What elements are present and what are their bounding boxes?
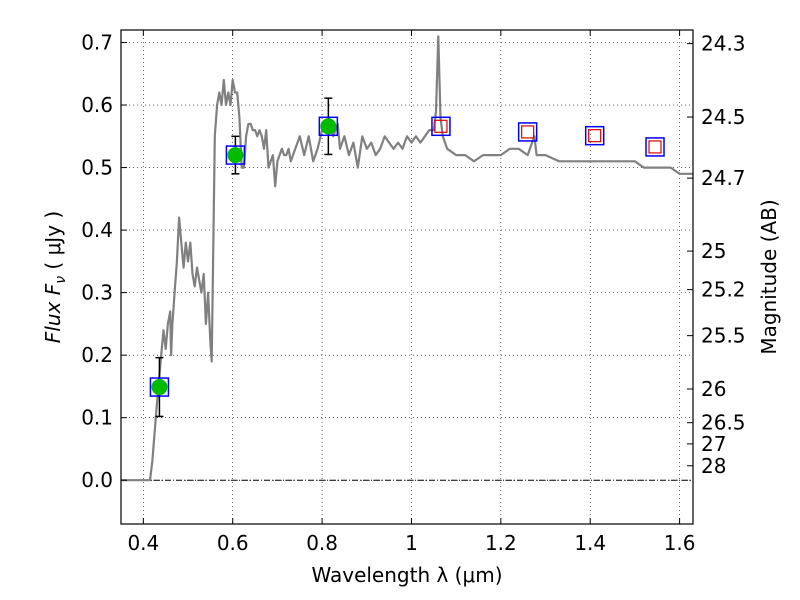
y-tick-label: 0.3 [81,281,113,305]
x-tick-label: 1.4 [574,531,606,555]
y2-tick-label: 24.5 [701,105,746,129]
model-flux-marker [521,125,535,139]
model-box-marker [584,125,605,146]
observed-flux-point [320,118,337,135]
y2-tick-label: 24.7 [701,166,746,190]
y2-tick-label: 26 [701,377,726,401]
model-flux-marker [434,119,448,133]
x-tick-label: 0.4 [127,531,159,555]
y-axis-label-unit: ( μJy ) [41,211,65,276]
model-box-marker [225,145,246,165]
model-spectrum-layer [121,35,693,482]
y2-axis-label: Magnitude (AB) [757,199,781,354]
observed-flux-point [227,147,244,164]
y2-tick-label: 27 [701,432,726,456]
y-axis-label: Flux Fν ( μJy ) [41,211,69,343]
y-tick-label: 0.7 [81,31,113,55]
y-axis-label-subscript: ν [53,276,69,284]
model-box-marker [645,137,665,157]
axis-ticks [121,30,693,524]
y2-tick-label: 28 [701,454,726,478]
x-tick-label: 1 [405,531,418,555]
y2-tick-label: 25 [701,239,726,263]
y2-tick-label: 24.3 [701,32,746,56]
model-box-marker [149,377,170,397]
plot-frame [120,29,694,525]
y2-tick-label: 25.5 [701,324,746,348]
x-tick-label: 0.6 [217,531,249,555]
y-axis-label-main: Flux F [41,283,65,343]
model-flux-marker [588,129,602,143]
y-tick-label: 0.0 [81,468,113,492]
y-tick-label: 0.1 [81,406,113,430]
model-flux-marker [648,140,662,154]
y2-tick-label: 25.2 [701,278,746,302]
photometry-layer [149,97,665,418]
x-tick-label: 1.2 [485,531,517,555]
observed-flux-point [151,379,168,396]
model-box-marker [318,116,339,137]
plot-background [121,30,693,524]
model-box-marker [431,116,451,137]
tick-labels: 0.4 0.6 0.8 1 1.2 1.4 1.6 0.0 0.1 0.2 0.3 0.4 0.5 0.6… [81,31,745,555]
y-axis-label-group: Flux Fν ( μJy ) [41,211,69,343]
y-tick-label: 0.5 [81,156,113,180]
y-tick-label: 0.2 [81,343,113,367]
y-tick-label: 0.4 [81,218,113,242]
model-box-marker [517,122,538,142]
x-tick-label: 0.8 [306,531,338,555]
y2-tick-label: 26.5 [701,411,746,435]
x-tick-label: 1.6 [664,531,696,555]
x-axis-label: Wavelength λ (μm) [311,563,502,587]
model-spectrum-line [121,35,693,482]
y-tick-label: 0.6 [81,93,113,117]
